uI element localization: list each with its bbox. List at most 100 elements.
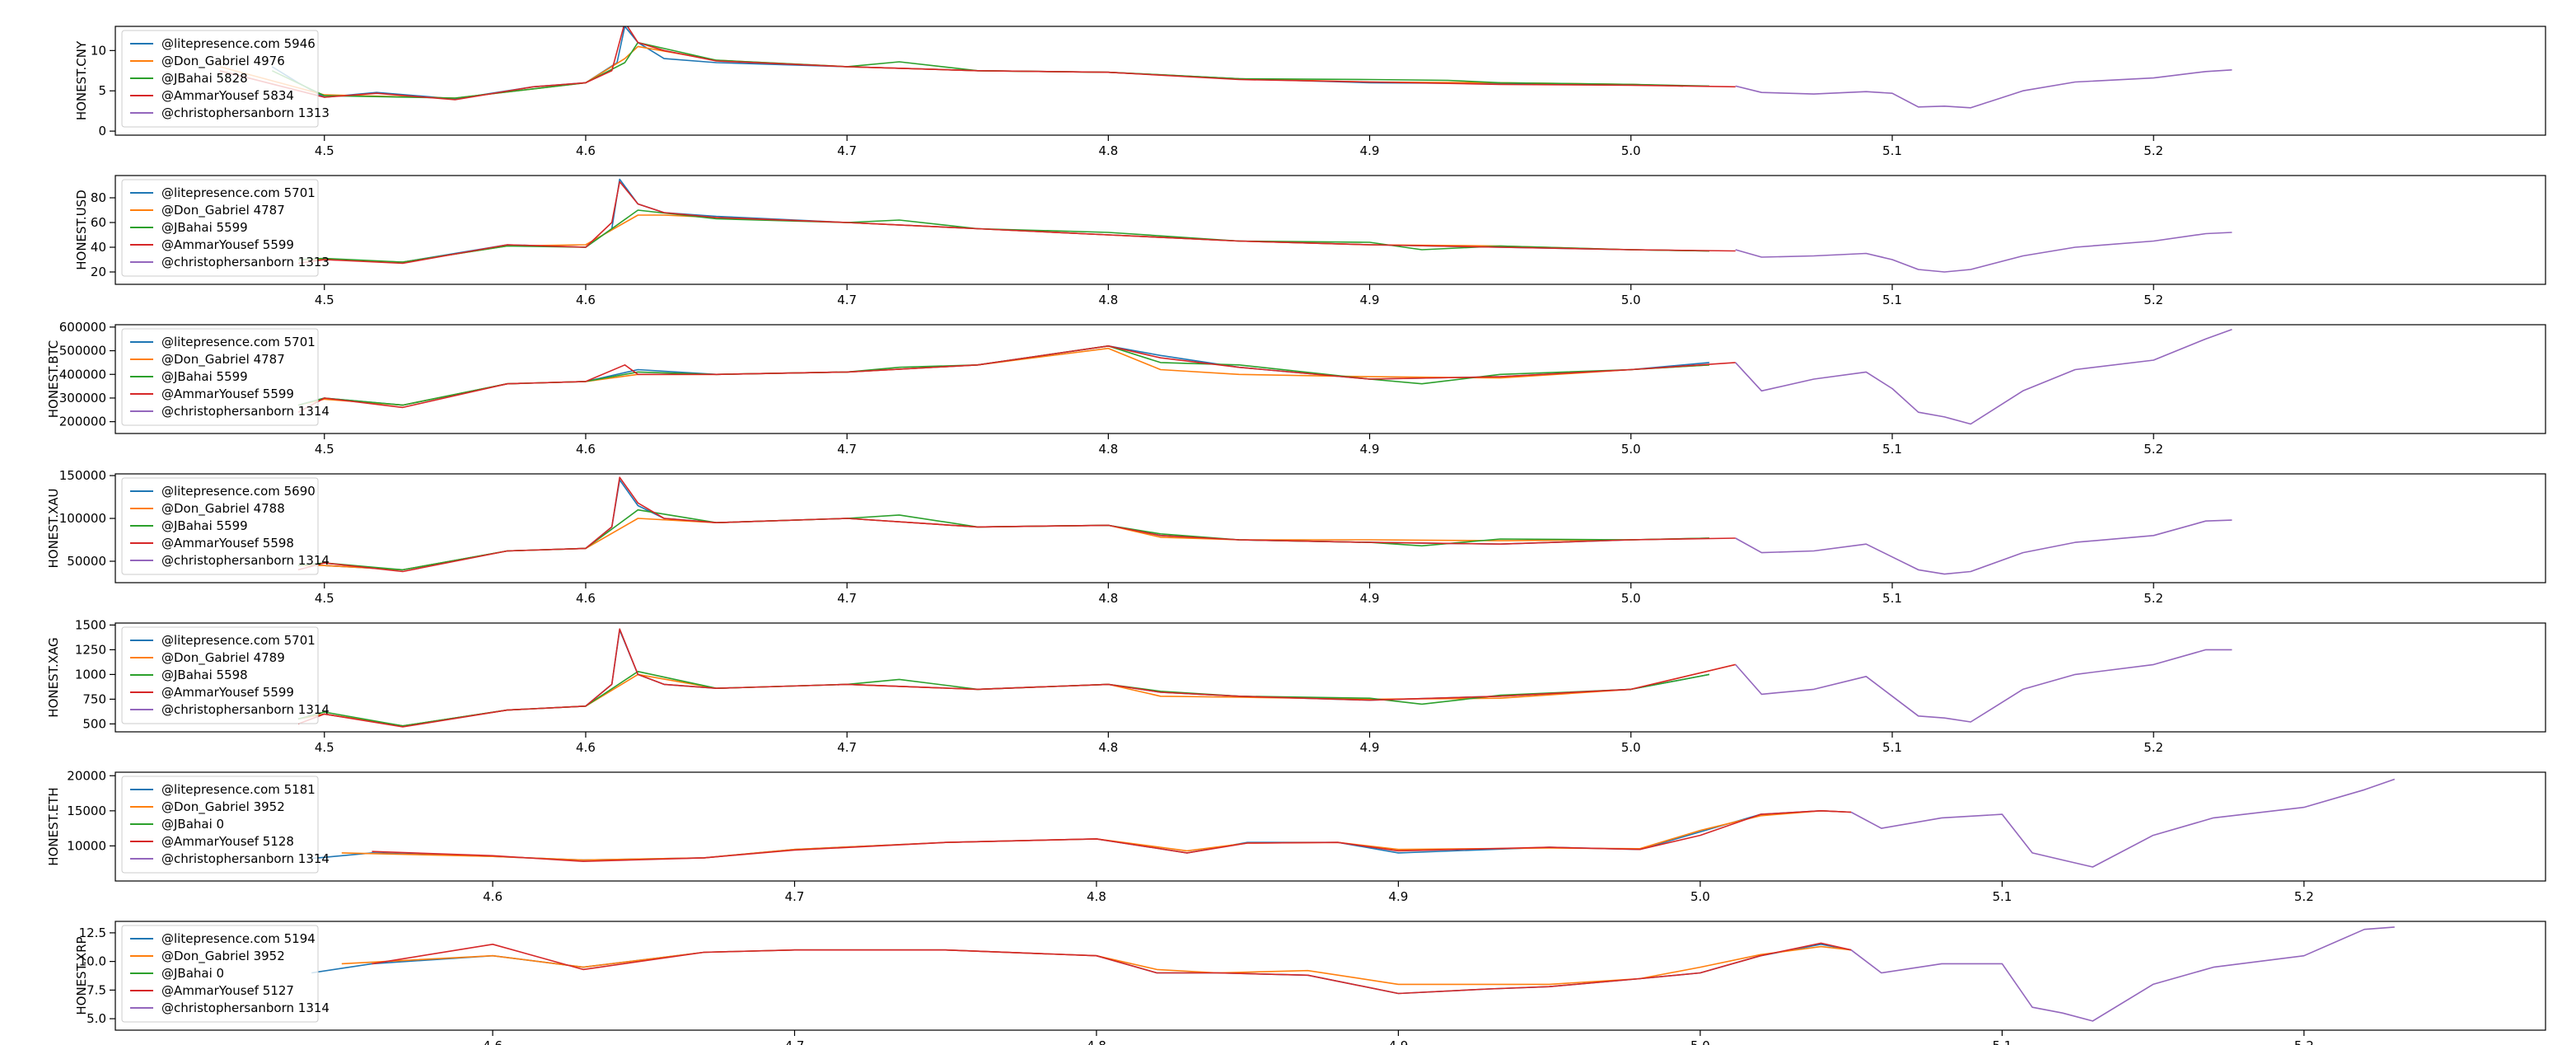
legend: @litepresence.com 5701 @Don_Gabriel 4789 @… (121, 626, 330, 724)
series-group (297, 178, 2232, 273)
legend-entry: @christophersanborn 1314 (161, 702, 330, 717)
legend-entry: @christophersanborn 1313 (161, 255, 330, 269)
chart-panel-6: 4.6 4.7 4.8 4.9 5.0 5.1 5.2 10000 15000 20000 HONE… (46, 768, 2546, 904)
legend-entry: @JBahai 5599 (161, 518, 248, 533)
x-tick-label: 4.7 (837, 143, 857, 158)
legend-box (121, 30, 319, 128)
axes-frame (115, 175, 2546, 285)
legend-box (121, 328, 319, 426)
y-tick-label: 80 (91, 190, 106, 205)
x-tick-label: 4.5 (315, 442, 334, 457)
series-line-5 (1735, 69, 2232, 109)
x-tick-label: 4.6 (576, 143, 596, 158)
y-tick-label: 200000 (59, 415, 106, 429)
x-tick-label: 4.7 (785, 889, 805, 904)
series-group (297, 328, 2232, 425)
series-line-1 (298, 178, 1709, 263)
series-line-4 (297, 628, 1736, 728)
x-tick-label: 4.5 (315, 740, 334, 755)
x-tick-label: 5.2 (2144, 442, 2163, 457)
x-tick-label: 5.1 (1882, 143, 1902, 158)
legend-box (121, 477, 319, 575)
series-line-5 (1735, 328, 2232, 425)
series-line-4 (297, 180, 1736, 265)
series-line-3 (297, 508, 1709, 571)
legend: @litepresence.com 5194 @Don_Gabriel 3952 @… (121, 925, 330, 1023)
legend-entry: @AmmarYousef 5834 (161, 88, 294, 103)
series-group (297, 628, 2232, 728)
legend-entry: @christophersanborn 1314 (161, 1000, 330, 1015)
y-tick-label: 1000 (75, 667, 106, 682)
y-tick-label: 300000 (59, 391, 106, 405)
y-tick-label: 1250 (75, 642, 106, 657)
x-tick-label: 5.0 (1690, 889, 1710, 904)
legend-entry: @JBahai 5599 (161, 220, 248, 235)
legend-entry: @litepresence.com 5181 (161, 782, 316, 797)
y-tick-label: 0 (98, 124, 106, 138)
x-tick-label: 5.0 (1621, 143, 1641, 158)
legend-entry: @litepresence.com 5701 (161, 185, 316, 200)
x-tick-label: 5.2 (2294, 1038, 2314, 1045)
y-tick-label: 12.5 (79, 926, 106, 940)
y-axis-label: HONEST.XAU (46, 489, 61, 569)
x-tick-label: 4.7 (837, 442, 857, 457)
legend-box (121, 776, 319, 874)
y-tick-label: 5.0 (86, 1011, 106, 1026)
legend-entry: @christophersanborn 1313 (161, 105, 330, 120)
legend-entry: @Don_Gabriel 4976 (161, 54, 285, 69)
y-tick-label: 10 (91, 43, 106, 58)
x-tick-label: 5.1 (1882, 442, 1902, 457)
y-axis-label: HONEST.ETH (46, 787, 61, 865)
x-tick-label: 5.2 (2144, 293, 2163, 307)
series-line-3 (297, 209, 1709, 263)
x-tick-label: 4.6 (576, 740, 596, 755)
x-tick-label: 4.5 (315, 591, 334, 606)
axes-frame (115, 324, 2546, 434)
legend-entry: @Don_Gabriel 4789 (161, 650, 285, 666)
x-tick-label: 4.6 (483, 1038, 503, 1045)
series-line-4 (297, 476, 1736, 573)
x-tick-label: 5.1 (1882, 591, 1902, 606)
series-line-2 (219, 45, 1684, 99)
legend-entry: @Don_Gabriel 3952 (161, 949, 285, 964)
legend-entry: @litepresence.com 5194 (161, 931, 316, 946)
x-tick-label: 4.5 (315, 293, 334, 307)
x-tick-label: 4.5 (315, 143, 334, 158)
x-tick-label: 4.8 (1098, 143, 1118, 158)
y-axis-label: HONEST.BTC (46, 340, 61, 419)
y-tick-label: 15000 (67, 804, 106, 818)
chart-panel-3: 4.5 4.6 4.7 4.8 4.9 5.0 5.1 5.2 200000 300000 4000… (46, 320, 2546, 457)
legend-entry: @litepresence.com 5946 (161, 36, 316, 51)
legend-entry: @litepresence.com 5690 (161, 484, 316, 499)
x-tick-label: 4.9 (1360, 740, 1380, 755)
x-tick-label: 4.6 (576, 591, 596, 606)
legend: @litepresence.com 5701 @Don_Gabriel 4787 @… (121, 179, 330, 277)
series-line-5 (1735, 232, 2232, 273)
series-line-5 (1850, 778, 2396, 868)
series-line-1 (311, 944, 1852, 995)
legend-entry: @AmmarYousef 5128 (161, 834, 294, 849)
axes-frame (115, 921, 2546, 1031)
y-tick-label: 150000 (59, 468, 106, 483)
chart-panel-5: 4.5 4.6 4.7 4.8 4.9 5.0 5.1 5.2 500 750 1000 1250 15… (46, 617, 2546, 755)
x-tick-label: 5.0 (1621, 442, 1641, 457)
y-tick-label: 7.5 (86, 982, 106, 997)
series-group (311, 926, 2395, 1022)
axes-frame (115, 26, 2546, 136)
x-tick-label: 5.1 (1882, 293, 1902, 307)
x-tick-label: 5.1 (1992, 889, 2012, 904)
y-tick-label: 10000 (67, 838, 106, 853)
y-axis-label: HONEST.XAG (46, 637, 61, 717)
series-line-2 (341, 809, 1852, 861)
legend-box (121, 925, 319, 1023)
y-tick-label: 5 (98, 83, 106, 98)
legend: @litepresence.com 5946 @Don_Gabriel 4976 @… (121, 30, 330, 128)
x-tick-label: 5.0 (1621, 591, 1641, 606)
x-tick-label: 4.7 (785, 1038, 805, 1045)
y-tick-label: 20000 (67, 768, 106, 783)
x-tick-label: 4.7 (837, 293, 857, 307)
legend-box (121, 626, 319, 724)
x-tick-label: 5.1 (1882, 740, 1902, 755)
legend-entry: @litepresence.com 5701 (161, 633, 316, 648)
